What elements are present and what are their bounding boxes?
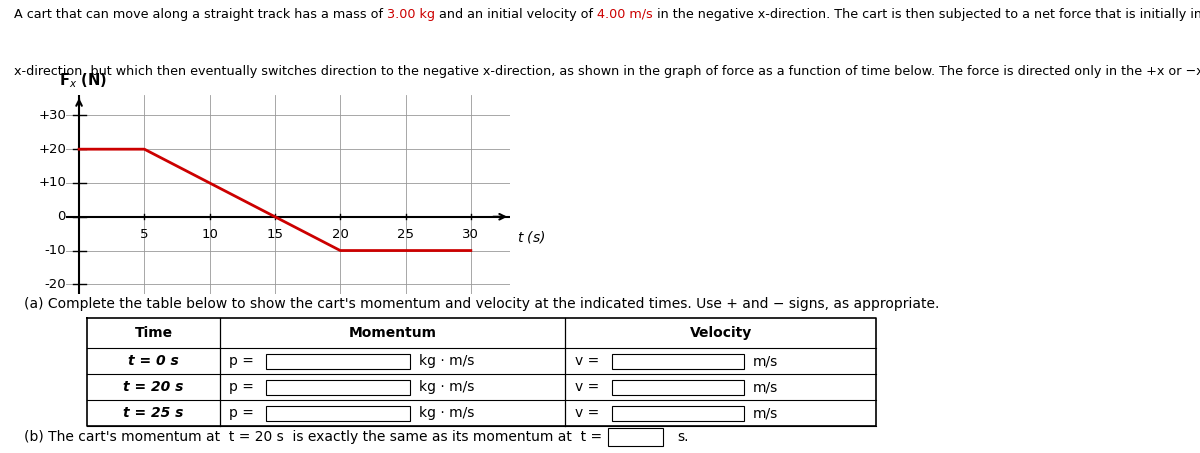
Text: p =: p = bbox=[229, 381, 254, 394]
Text: p =: p = bbox=[229, 354, 254, 368]
Text: +20: +20 bbox=[38, 143, 66, 156]
Text: kg · m/s: kg · m/s bbox=[419, 381, 474, 394]
Text: 3.00 kg: 3.00 kg bbox=[388, 8, 436, 21]
Text: Time: Time bbox=[134, 326, 173, 340]
Text: t = 25 s: t = 25 s bbox=[124, 406, 184, 420]
Text: +10: +10 bbox=[38, 177, 66, 189]
Text: 5: 5 bbox=[140, 227, 149, 241]
Text: (a) Complete the table below to show the cart's momentum and velocity at the ind: (a) Complete the table below to show the… bbox=[24, 297, 940, 310]
Text: 0: 0 bbox=[58, 210, 66, 223]
Text: (b) The cart's momentum at  t = 20 s  is exactly the same as its momentum at  t : (b) The cart's momentum at t = 20 s is e… bbox=[24, 430, 602, 444]
Text: +30: +30 bbox=[38, 109, 66, 122]
Text: $t$ (s): $t$ (s) bbox=[516, 229, 545, 245]
Text: and an initial velocity of: and an initial velocity of bbox=[436, 8, 598, 21]
Text: A cart that can move along a straight track has a mass of: A cart that can move along a straight tr… bbox=[14, 8, 388, 21]
Text: v =: v = bbox=[575, 406, 599, 420]
Text: in the negative x-direction. The cart is then subjected to a net force that is i: in the negative x-direction. The cart is… bbox=[653, 8, 1200, 21]
Bar bbox=[612, 353, 744, 369]
Text: 20: 20 bbox=[331, 227, 349, 241]
Bar bbox=[612, 380, 744, 395]
Text: v =: v = bbox=[575, 354, 599, 368]
Text: m/s: m/s bbox=[754, 354, 779, 368]
Text: Momentum: Momentum bbox=[349, 326, 437, 340]
Bar bbox=[608, 429, 664, 446]
Bar bbox=[612, 405, 744, 421]
Text: 10: 10 bbox=[202, 227, 218, 241]
Text: v =: v = bbox=[575, 381, 599, 394]
Text: t = 0 s: t = 0 s bbox=[128, 354, 179, 368]
Bar bbox=[266, 353, 410, 369]
Text: m/s: m/s bbox=[754, 406, 779, 420]
Text: $\mathbf{F}_x\ \mathbf{(N)}$: $\mathbf{F}_x\ \mathbf{(N)}$ bbox=[60, 72, 107, 90]
Text: 4.00 m/s: 4.00 m/s bbox=[598, 8, 653, 21]
Bar bbox=[266, 405, 410, 421]
Bar bbox=[266, 380, 410, 395]
Text: 15: 15 bbox=[266, 227, 283, 241]
Text: m/s: m/s bbox=[754, 381, 779, 394]
Text: -20: -20 bbox=[44, 278, 66, 291]
Text: 30: 30 bbox=[462, 227, 479, 241]
Text: Velocity: Velocity bbox=[690, 326, 752, 340]
Text: 25: 25 bbox=[397, 227, 414, 241]
Text: x-direction, but which then eventually switches direction to the negative x-dire: x-direction, but which then eventually s… bbox=[14, 65, 1200, 78]
Text: p =: p = bbox=[229, 406, 254, 420]
Text: kg · m/s: kg · m/s bbox=[419, 354, 474, 368]
Text: kg · m/s: kg · m/s bbox=[419, 406, 474, 420]
Text: s.: s. bbox=[677, 430, 689, 444]
Text: -10: -10 bbox=[44, 244, 66, 257]
Text: t = 20 s: t = 20 s bbox=[124, 381, 184, 394]
